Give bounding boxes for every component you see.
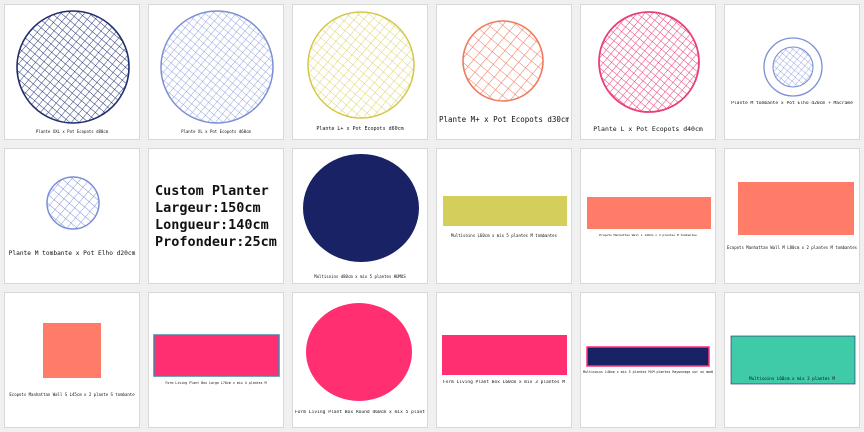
custom-planter-text: Custom Planter Largeur:150cm Longueur:14… [155,183,277,251]
product-caption: Ecopots Manhattan Wall M L80cm x 2 plant… [727,245,857,250]
hatched-circle-icon [307,11,415,119]
product-tile[interactable]: Plante M tombante x Pot Elho d20cm + Mac… [724,4,860,140]
product-caption: Form Living Plant Box Large L70cm x mix … [165,381,267,385]
product-tile[interactable]: Ecopots Manhattan Wall S L45cm x 2 plant… [4,292,140,428]
custom-planter-length: Longueur:140cm [155,217,269,233]
hatched-circle-icon [16,10,130,124]
product-tile[interactable]: Ecopots Manhattan Wall L 140cm x 3 plant… [580,148,716,284]
product-caption: Plante M+ x Pot Ecopots d30cm [439,115,569,124]
product-tile[interactable]: Plante XL x Pot Ecopots d60cm [148,4,284,140]
hatched-circle-icon [598,11,700,113]
product-caption: Plante M tombante x Pot Elho d20cm [8,250,136,257]
product-caption: Form Living Plant Box L60cm x mix 3 plan… [443,380,565,385]
custom-planter-title: Custom Planter [155,183,269,199]
hatched-circle-icon [462,20,544,102]
hatched-circle-icon [160,10,274,124]
product-caption: Ecopots Manhattan Wall L 140cm x 3 plant… [599,233,697,237]
rectangle-planter-icon [730,335,856,385]
product-caption: Plante XL x Pot Ecopots d60cm [181,129,251,134]
product-tile[interactable]: Form Living Plant Box Large L70cm x mix … [148,292,284,428]
square-planter-icon [43,323,101,378]
rectangle-planter-icon [587,197,711,229]
product-tile[interactable]: Form Living Plant Box L60cm x mix 3 plan… [436,292,572,428]
round-planter-icon [303,154,419,262]
product-caption: Plante L x Pot Ecopots d40cm [593,125,703,133]
product-tile[interactable]: Plante M tombante x Pot Elho d20cm [4,148,140,284]
rectangle-planter-icon [153,334,280,377]
round-planter-icon [306,303,412,401]
custom-planter-depth: Profondeur:25cm [155,234,277,250]
product-caption: Form Living Plant Box Round d60cm x mix … [295,410,425,415]
product-tile[interactable]: Multisoins L40cm x mix 5 plantes M/M pla… [580,292,716,428]
rectangle-planter-icon [586,346,710,367]
product-tile[interactable]: Ecopots Manhattan Wall M L80cm x 2 plant… [724,148,860,284]
product-tile[interactable]: Multisoins d80cm x mix 5 plantes HUMUS [292,148,428,284]
product-tile[interactable]: Plante M+ x Pot Ecopots d30cm [436,4,572,140]
product-tile[interactable]: Multisoins L60cm x mix 3 plantes M [724,292,860,428]
product-caption: Plante M tombante x Pot Elho d20cm + Mac… [731,101,853,106]
product-tile[interactable]: Form Living Plant Box Round d60cm x mix … [292,292,428,428]
product-tile[interactable]: Multisoins L60cm x mix 5 plantes M tomba… [436,148,572,284]
product-caption: Plante XXL x Pot Ecopots d80cm [35,129,109,134]
hatched-circle-icon [763,37,823,97]
rectangle-planter-icon [442,335,567,375]
product-tile[interactable]: Plante L x Pot Ecopots d40cm [580,4,716,140]
product-caption: Multisoins d80cm x mix 5 plantes HUMUS [314,274,406,279]
hatched-circle-icon [46,176,100,230]
product-caption: Multisoins L60cm x mix 3 plantes M [749,376,835,381]
custom-planter-width: Largeur:150cm [155,200,261,216]
product-caption: Plante L+ x Pot Ecopots d60cm [316,126,404,132]
product-tile[interactable]: Plante XXL x Pot Ecopots d80cm [4,4,140,140]
rectangle-planter-icon [738,182,854,235]
product-caption: Multisoins L60cm x mix 5 plantes M tomba… [451,233,557,238]
product-tile[interactable]: Plante L+ x Pot Ecopots d60cm [292,4,428,140]
product-caption: Multisoins L40cm x mix 5 plantes M/M pla… [583,370,713,374]
custom-planter-tile[interactable]: Custom Planter Largeur:150cm Longueur:14… [148,148,284,284]
product-caption: Ecopots Manhattan Wall S L45cm x 2 plant… [9,392,135,397]
rectangle-planter-icon [443,196,567,226]
